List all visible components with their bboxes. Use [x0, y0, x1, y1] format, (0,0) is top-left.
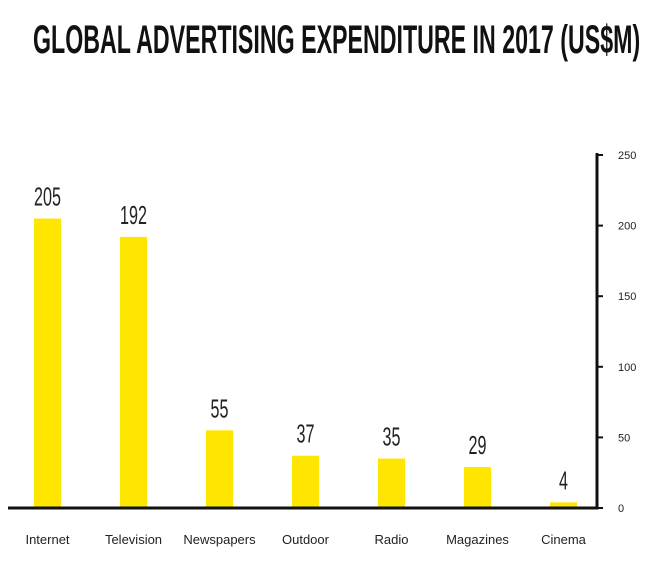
y-tick-label: 250 — [618, 150, 636, 162]
y-tick-label: 150 — [618, 291, 636, 303]
data-label: 192 — [120, 200, 147, 230]
data-label: 55 — [211, 393, 229, 423]
bar — [464, 467, 491, 508]
x-tick-label: Outdoor — [282, 532, 330, 547]
x-tick-label: Newspapers — [183, 532, 256, 547]
data-label: 35 — [383, 422, 401, 452]
x-tick-label: Radio — [375, 532, 409, 547]
y-tick-label: 0 — [618, 503, 624, 515]
y-tick-label: 100 — [618, 362, 636, 374]
data-label: 37 — [297, 419, 315, 449]
bar — [34, 218, 61, 509]
bar — [292, 455, 319, 508]
x-tick-label: Magazines — [446, 532, 509, 547]
bar — [550, 502, 577, 508]
bar — [120, 236, 147, 508]
data-label: 205 — [34, 182, 61, 212]
x-tick-label: Television — [105, 532, 162, 547]
y-tick-label: 50 — [618, 432, 630, 444]
x-tick-label: Internet — [25, 532, 69, 547]
chart-title: GLOBAL ADVERTISING EXPENDITURE IN 2017 (… — [33, 18, 641, 62]
data-label: 29 — [469, 430, 487, 460]
y-tick-label: 200 — [618, 221, 636, 233]
bar — [378, 458, 405, 508]
data-label: 4 — [559, 465, 568, 495]
x-tick-label: Cinema — [541, 532, 587, 547]
bar — [206, 430, 233, 508]
